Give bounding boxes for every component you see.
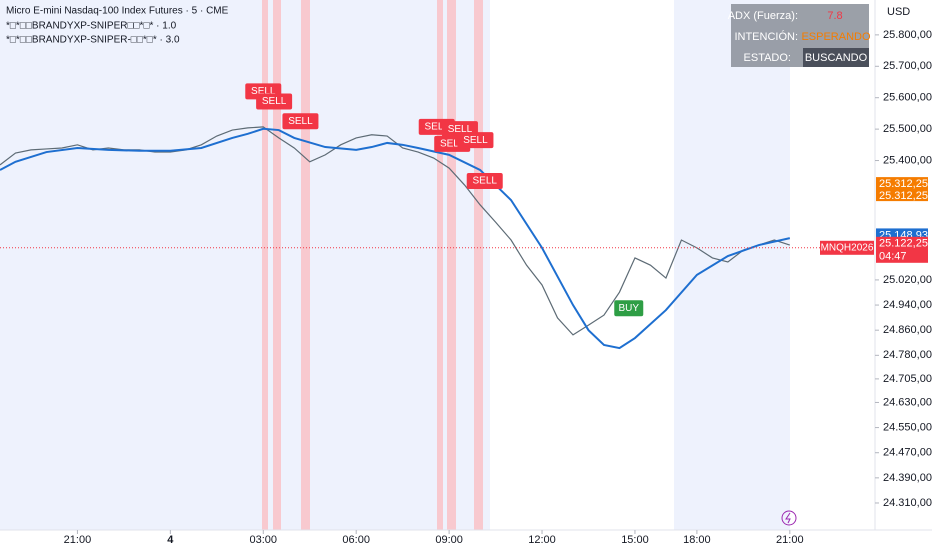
panel-value: 7.8	[827, 10, 842, 22]
signal-bands	[262, 0, 483, 530]
price-tag-label: 25.312,25	[879, 178, 928, 190]
price-tag	[876, 177, 928, 202]
y-tick-label: 25.700,00	[883, 60, 932, 72]
y-tick-label: 25.500,00	[883, 123, 932, 135]
status-panel: ADX (Fuerza): 7.8 INTENCIÓN: ESPERANDO E…	[728, 4, 871, 67]
signal-label: SELL	[440, 139, 465, 150]
y-tick-label: 24.940,00	[883, 299, 932, 311]
signal-label-bg	[256, 93, 293, 110]
symbol-tag	[820, 240, 874, 255]
session-bg	[490, 0, 674, 530]
x-tick-label: 03:00	[250, 534, 278, 546]
signal-label: SELL	[473, 176, 498, 187]
chart-title: Micro E-mini Nasdaq-100 Index Futures · …	[6, 6, 229, 17]
x-tick-label: 06:00	[342, 534, 370, 546]
y-tick-label: 24.470,00	[883, 447, 932, 459]
replay-icon[interactable]	[781, 510, 797, 526]
indicator-label: *□*□□BRANDYXP-SNIPER□□*□* · 1.0	[6, 21, 177, 32]
y-tick-label: 24.860,00	[883, 324, 932, 336]
y-tick-label: 25.600,00	[883, 92, 932, 104]
symbol-label: MNQH2026	[821, 242, 874, 253]
y-tick-label: 24.780,00	[883, 349, 932, 361]
signal-label-bg	[466, 172, 503, 189]
price-tag-label: 25.312,25	[879, 190, 928, 202]
panel-label: ESTADO:	[744, 52, 791, 64]
y-tick-label: 25.020,00	[883, 274, 932, 286]
signal-label-bg	[282, 113, 319, 130]
signal-label-bg	[614, 300, 644, 317]
series-line	[0, 127, 791, 350]
y-tick-label: 24.705,00	[883, 373, 932, 385]
panel-value: ESPERANDO	[801, 31, 871, 43]
y-tick-label: 24.390,00	[883, 472, 932, 484]
price-tag-label: 25.122,25	[879, 238, 928, 250]
signal-label: SELL	[262, 96, 287, 107]
x-tick-label: 12:00	[528, 534, 556, 546]
signal-label: SELL	[463, 135, 488, 146]
x-tick-label: 18:00	[683, 534, 711, 546]
panel-label: INTENCIÓN:	[734, 30, 798, 43]
x-tick-label: 21:00	[776, 534, 804, 546]
x-tick-label: 4	[167, 534, 174, 546]
signal-label: SELL	[251, 86, 276, 97]
y-tick-label: 24.550,00	[883, 421, 932, 433]
x-tick-label: 09:00	[435, 534, 463, 546]
x-tick-label: 21:00	[64, 534, 92, 546]
signal-label: SELL	[448, 124, 473, 135]
panel-label: ADX (Fuerza):	[728, 10, 798, 22]
signal-label: SELL	[288, 116, 313, 127]
y-tick-label: 25.400,00	[883, 154, 932, 166]
signal-label: BUY	[618, 303, 639, 314]
signal-label: SELL	[424, 122, 449, 133]
panel-value: BUSCANDO	[805, 52, 868, 64]
y-tick-label: 25.800,00	[883, 29, 932, 41]
currency: USD	[887, 6, 910, 18]
x-tick-label: 15:00	[621, 534, 649, 546]
indicator-label: *□*□□BRANDYXP-SNIPER-□□*□* · 3.0	[6, 35, 180, 46]
y-tick-label: 24.310,00	[883, 497, 932, 509]
price-tag-countdown: 04:47	[879, 251, 907, 263]
signal-label-bg	[457, 132, 494, 149]
y-tick-label: 24.630,00	[883, 396, 932, 408]
price-tag	[876, 236, 928, 263]
